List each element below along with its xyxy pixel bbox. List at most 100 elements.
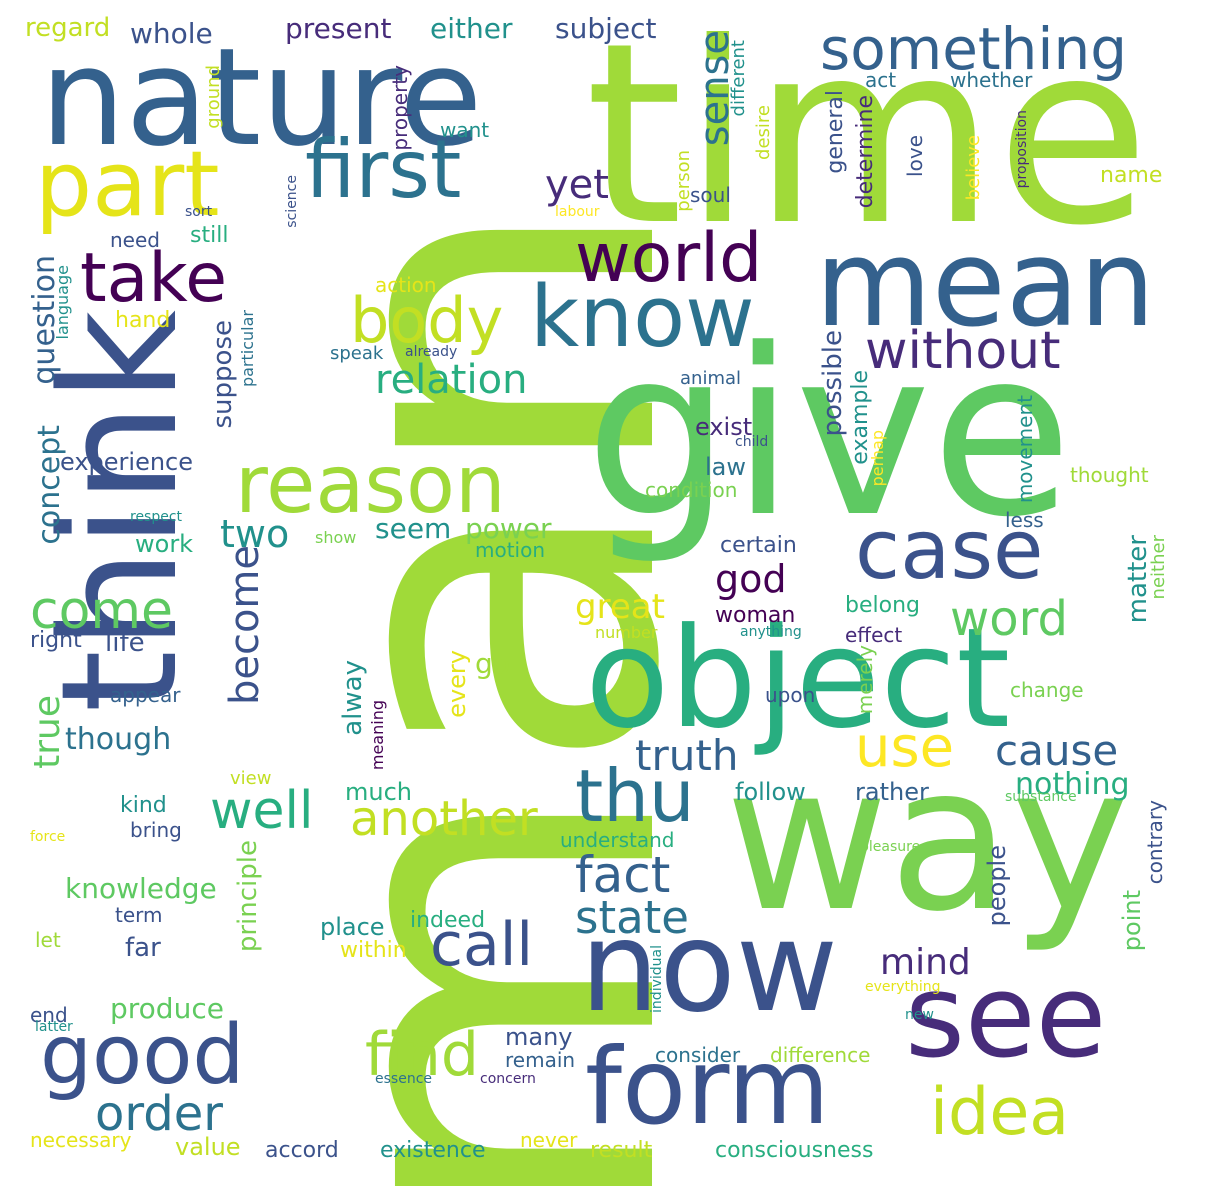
cloud-word-show: show: [315, 528, 357, 547]
cloud-word-possible: possible: [818, 330, 848, 437]
cloud-word-result: result: [590, 1138, 653, 1163]
cloud-word-produce: produce: [110, 992, 224, 1025]
cloud-word-present: present: [285, 12, 392, 45]
cloud-word-merely: merely: [853, 645, 877, 715]
cloud-word-object: object: [585, 598, 1011, 759]
cloud-word-different: different: [728, 40, 749, 117]
cloud-word-regard: regard: [25, 13, 111, 43]
cloud-word-substance: substance: [1005, 789, 1077, 805]
cloud-word-go: go: [475, 647, 510, 680]
cloud-word-fact: fact: [575, 846, 671, 904]
cloud-word-desire: desire: [753, 105, 774, 160]
cloud-word-force: force: [30, 829, 66, 845]
cloud-word-within: within: [340, 938, 407, 963]
cloud-word-reason: reason: [235, 438, 506, 531]
cloud-word-know: know: [530, 268, 755, 367]
cloud-word-certain: certain: [720, 533, 797, 558]
cloud-word-hand: hand: [115, 308, 171, 333]
cloud-word-difference: difference: [770, 1043, 871, 1067]
cloud-word-language: language: [53, 265, 72, 340]
cloud-word-knowledge: knowledge: [65, 872, 217, 905]
cloud-word-way: way: [725, 723, 1130, 956]
cloud-word-labour: labour: [555, 204, 600, 220]
cloud-word-never: never: [520, 1128, 578, 1152]
cloud-word-experience: experience: [60, 448, 194, 476]
cloud-word-exist: exist: [695, 413, 753, 441]
cloud-word-point: point: [1118, 890, 1146, 952]
cloud-word-ground: ground: [203, 65, 224, 129]
cloud-word-neither: neither: [1148, 535, 1169, 600]
cloud-word-latter: latter: [35, 1019, 73, 1035]
cloud-word-give: give: [585, 301, 1073, 568]
cloud-word-act: act: [865, 68, 897, 92]
cloud-word-much: much: [345, 778, 412, 806]
cloud-word-anything: anything: [740, 624, 802, 640]
cloud-word-word: word: [950, 591, 1068, 647]
cloud-word-speak: speak: [330, 343, 384, 364]
cloud-word-true: true: [27, 695, 68, 769]
cloud-word-work: work: [135, 530, 194, 558]
cloud-word-state: state: [575, 891, 689, 944]
cloud-word-essence: essence: [375, 1071, 432, 1087]
cloud-word-take: take: [80, 239, 228, 318]
cloud-word-truth: truth: [635, 731, 739, 780]
cloud-word-find: find: [365, 1020, 479, 1090]
cloud-word-great: great: [575, 587, 665, 627]
cloud-word-two: two: [220, 512, 290, 556]
cloud-word-people: people: [983, 845, 1011, 927]
cloud-word-contrary: contrary: [1143, 800, 1167, 885]
cloud-word-everything: everything: [865, 979, 941, 995]
cloud-word-kind: kind: [120, 793, 167, 818]
cloud-word-many: many: [505, 1023, 573, 1051]
cloud-word-particular: particular: [238, 310, 257, 388]
cloud-word-follow: follow: [735, 778, 806, 806]
cloud-word-need: need: [110, 228, 160, 252]
cloud-word-understand: understand: [560, 828, 675, 852]
cloud-word-necessary: necessary: [30, 1128, 132, 1152]
cloud-word-condition: condition: [645, 478, 738, 502]
cloud-word-principle: principle: [233, 840, 263, 953]
cloud-word-concern: concern: [480, 1071, 536, 1087]
cloud-word-animal: animal: [680, 368, 742, 389]
cloud-word-less: less: [1005, 508, 1044, 532]
cloud-word-place: place: [320, 913, 385, 941]
cloud-word-individual: individual: [649, 945, 665, 1013]
cloud-word-life: life: [105, 628, 145, 658]
cloud-word-world: world: [575, 219, 763, 298]
cloud-word-case: case: [855, 503, 1044, 598]
cloud-word-time: time: [585, 0, 1150, 280]
cloud-word-belong: belong: [845, 593, 920, 618]
cloud-word-nothing: nothing: [1015, 767, 1130, 802]
cloud-word-whether: whether: [950, 68, 1033, 92]
cloud-word-effect: effect: [845, 623, 903, 647]
cloud-word-accord: accord: [265, 1138, 339, 1163]
cloud-word-movement: movement: [1013, 395, 1037, 504]
cloud-word-now: now: [580, 895, 838, 1040]
cloud-word-alway: alway: [338, 660, 368, 736]
cloud-word-end: end: [30, 1003, 68, 1027]
cloud-word-existence: existence: [380, 1138, 486, 1163]
cloud-word-though: though: [65, 722, 172, 757]
cloud-word-right: right: [30, 628, 82, 653]
cloud-word-perhap: perhap: [868, 430, 887, 487]
cloud-word-concept: concept: [32, 425, 67, 545]
cloud-word-thought: thought: [1070, 463, 1149, 487]
cloud-word-god: god: [715, 557, 787, 601]
cloud-word-love: love: [903, 135, 927, 177]
cloud-word-come: come: [30, 581, 174, 641]
cloud-word-nature: nature: [40, 19, 483, 176]
cloud-word-subject: subject: [555, 12, 657, 45]
cloud-word-already: already: [405, 344, 458, 360]
cloud-word-want: want: [440, 118, 490, 142]
cloud-word-sort: sort: [185, 204, 213, 220]
cloud-word-respect: respect: [130, 509, 183, 525]
cloud-word-consider: consider: [655, 1043, 741, 1067]
cloud-word-whole: whole: [130, 17, 213, 50]
cloud-word-mind: mind: [880, 942, 971, 983]
cloud-word-see: see: [905, 950, 1107, 1084]
cloud-word-name: name: [1100, 163, 1163, 188]
cloud-word-use: use: [855, 715, 955, 780]
cloud-word-thu: thu: [575, 754, 695, 838]
cloud-word-upon: upon: [765, 683, 816, 707]
